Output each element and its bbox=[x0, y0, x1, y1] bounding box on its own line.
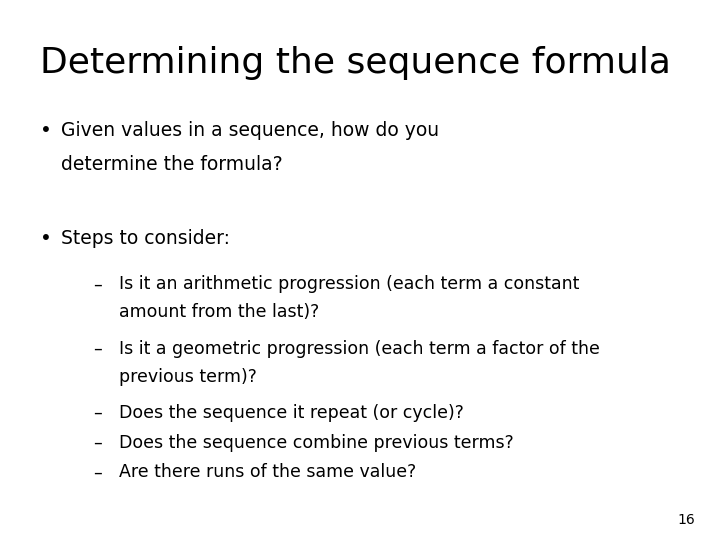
Text: –: – bbox=[94, 275, 102, 293]
Text: previous term)?: previous term)? bbox=[119, 368, 256, 386]
Text: •: • bbox=[40, 122, 51, 140]
Text: –: – bbox=[94, 434, 102, 451]
Text: Does the sequence it repeat (or cycle)?: Does the sequence it repeat (or cycle)? bbox=[119, 404, 464, 422]
Text: Is it an arithmetic progression (each term a constant: Is it an arithmetic progression (each te… bbox=[119, 275, 579, 293]
Text: •: • bbox=[40, 230, 51, 248]
Text: –: – bbox=[94, 404, 102, 422]
Text: –: – bbox=[94, 340, 102, 357]
Text: Are there runs of the same value?: Are there runs of the same value? bbox=[119, 463, 416, 481]
Text: –: – bbox=[94, 463, 102, 481]
Text: amount from the last)?: amount from the last)? bbox=[119, 303, 319, 321]
Text: 16: 16 bbox=[677, 512, 695, 526]
Text: determine the formula?: determine the formula? bbox=[61, 155, 283, 174]
Text: Steps to consider:: Steps to consider: bbox=[61, 230, 230, 248]
Text: Is it a geometric progression (each term a factor of the: Is it a geometric progression (each term… bbox=[119, 340, 600, 357]
Text: Determining the sequence formula: Determining the sequence formula bbox=[40, 46, 670, 80]
Text: Does the sequence combine previous terms?: Does the sequence combine previous terms… bbox=[119, 434, 513, 451]
Text: Given values in a sequence, how do you: Given values in a sequence, how do you bbox=[61, 122, 439, 140]
